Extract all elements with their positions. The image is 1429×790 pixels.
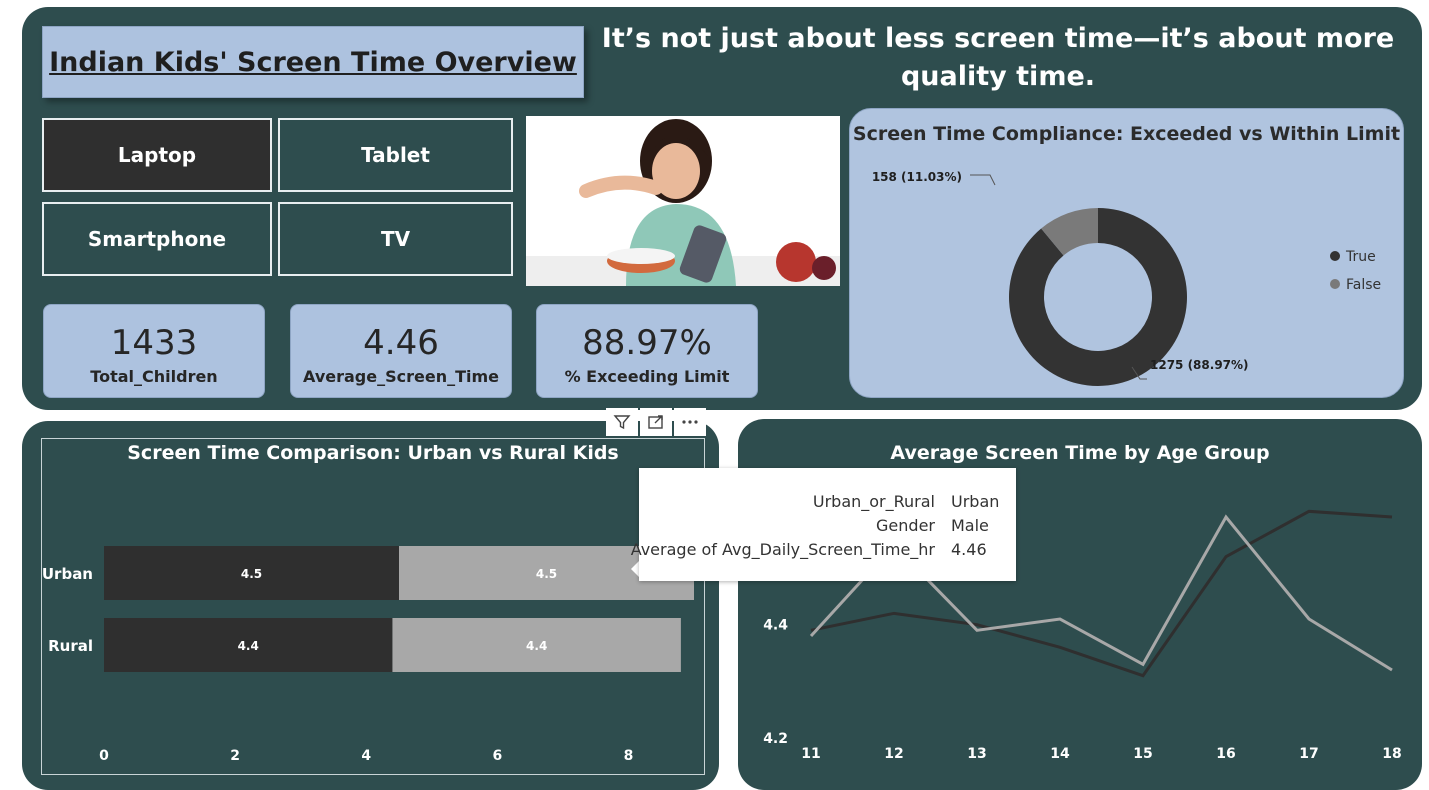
bar-x-tick-label: 8 [624, 748, 634, 764]
bar-category-label: Urban [42, 565, 93, 583]
bar-segment-urban[interactable] [104, 546, 399, 600]
tooltip-row: Gender Male [639, 516, 1016, 540]
bar-category-label: Rural [48, 637, 93, 655]
tagline: It’s not just about less screen time—it’… [601, 23, 1395, 92]
line-x-tick-label: 12 [884, 746, 903, 762]
bar-chart-title: Screen Time Comparison: Urban vs Rural K… [127, 442, 619, 464]
focus-mode-icon[interactable] [640, 408, 672, 436]
slicer-label: TV [380, 227, 411, 251]
slicer-tv[interactable]: TV [278, 202, 513, 276]
legend-label-false: False [1346, 277, 1381, 293]
kpi-value: 88.97% [582, 323, 712, 363]
legend-marker-false [1330, 279, 1340, 289]
bar-segment-rural[interactable] [104, 618, 393, 672]
kpi-value: 4.46 [363, 323, 439, 363]
line-chart-title: Average Screen Time by Age Group [890, 442, 1270, 464]
bar-chart[interactable]: Urban 4.5 4.5 Rural 4.4 4.4 0 2 4 6 8 [41, 470, 705, 770]
line-x-tick-label: 18 [1382, 746, 1401, 762]
slicer-label: Laptop [117, 143, 197, 167]
bar-data-label: 4.5 [536, 567, 557, 581]
donut-slice-true[interactable] [1009, 208, 1187, 386]
line-y-tick-label: 4.4 [763, 618, 788, 634]
tooltip-row: Urban_or_Rural Urban [639, 492, 1016, 516]
line-y-tick-label: 4.2 [763, 731, 788, 747]
line-x-tick-label: 13 [967, 746, 986, 762]
kpi-label: Total_Children [90, 367, 218, 386]
kpi-label: % Exceeding Limit [564, 367, 730, 386]
tooltip-value: Male [951, 516, 989, 535]
bar-segment-rural[interactable] [392, 618, 681, 672]
slicer-tablet[interactable]: Tablet [278, 118, 513, 192]
bar-x-tick-label: 2 [230, 748, 240, 764]
dashboard-title: Indian Kids' Screen Time Overview [49, 46, 577, 78]
line-x-tick-label: 16 [1216, 746, 1235, 762]
slicer-label: Smartphone [87, 227, 227, 251]
filter-icon[interactable] [606, 408, 638, 436]
legend-marker-true [1330, 251, 1340, 261]
line-series-1[interactable] [810, 509, 1393, 678]
data-tooltip: Urban_or_Rural Urban Gender Male Average… [631, 468, 1016, 581]
legend-label-true: True [1345, 249, 1376, 265]
tooltip-value: 4.46 [951, 540, 987, 559]
tooltip-pointer [631, 561, 639, 577]
tooltip-key: Urban_or_Rural [812, 492, 935, 511]
tooltip-key: Average of Avg_Daily_Screen_Time_hr [630, 540, 935, 559]
more-options-icon[interactable] [674, 408, 706, 436]
bar-data-label: 4.5 [241, 567, 262, 581]
slicer-smartphone[interactable]: Smartphone [42, 202, 272, 276]
donut-slice-false[interactable] [1041, 208, 1098, 256]
tooltip-key: Gender [876, 516, 935, 535]
urban-rural-panel [22, 421, 719, 790]
visual-header-toolbar [606, 408, 706, 436]
bar-x-tick-label: 6 [492, 748, 502, 764]
tooltip-row: Average of Avg_Daily_Screen_Time_hr 4.46 [631, 540, 1016, 564]
kpi-total-children: 1433 Total_Children [43, 304, 265, 398]
line-x-tick-label: 17 [1299, 746, 1318, 762]
slicer-label: Tablet [361, 143, 430, 167]
line-x-tick-label: 14 [1050, 746, 1070, 762]
bar-x-tick-label: 0 [99, 748, 109, 764]
kpi-value: 1433 [110, 323, 198, 363]
donut-chart[interactable]: 158 (11.03%) 1275 (88.97%) True False [850, 147, 1403, 397]
bar-x-tick-label: 4 [361, 748, 371, 764]
compliance-donut-card[interactable]: Screen Time Compliance: Exceeded vs With… [849, 108, 1404, 398]
kpi-exceeding-limit: 88.97% % Exceeding Limit [536, 304, 758, 398]
donut-chart-title: Screen Time Compliance: Exceeded vs With… [852, 123, 1401, 145]
line-x-tick-label: 11 [801, 746, 820, 762]
donut-label-false: 158 (11.03%) [872, 170, 962, 184]
bar-data-label: 4.4 [526, 639, 547, 653]
dashboard-title-box: Indian Kids' Screen Time Overview [42, 26, 584, 98]
line-x-tick-label: 15 [1133, 746, 1152, 762]
slicer-laptop[interactable]: Laptop [42, 118, 272, 192]
donut-label-true: 1275 (88.97%) [1150, 358, 1249, 372]
child-eating-photo [526, 116, 840, 286]
kpi-label: Average_Screen_Time [303, 367, 499, 386]
tooltip-value: Urban [951, 492, 1000, 511]
bar-data-label: 4.4 [238, 639, 259, 653]
kpi-average-screen-time: 4.46 Average_Screen_Time [290, 304, 512, 398]
bar-chart-frame[interactable] [41, 438, 705, 775]
